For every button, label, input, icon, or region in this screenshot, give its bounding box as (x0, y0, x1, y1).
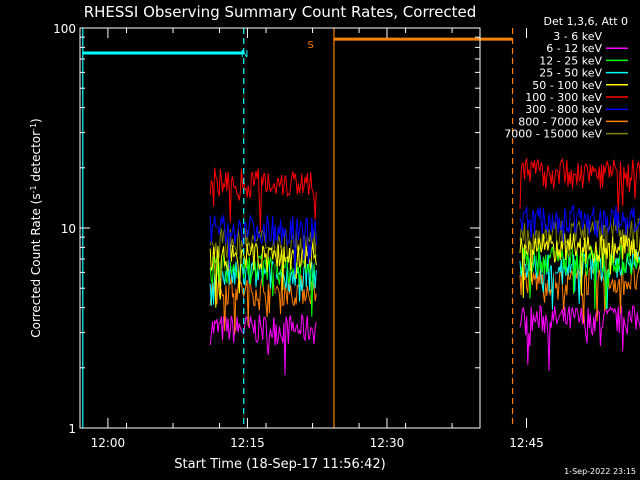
legend-label: 300 - 800 keV (525, 103, 602, 116)
series-trace (209, 157, 640, 232)
x-tick-label: 12:30 (370, 436, 405, 450)
x-tick-label: 12:00 (91, 436, 126, 450)
plot-traces (209, 157, 640, 376)
series-trace (209, 204, 640, 275)
y-tick-label: 10 (61, 222, 76, 236)
y-axis-label: Corrected Count Rate (s-1 detector-1) (29, 118, 44, 337)
legend-label: 25 - 50 keV (539, 67, 602, 80)
y-tick-label: 100 (53, 22, 76, 36)
x-tick-label: 12:15 (230, 436, 265, 450)
series-trace (209, 233, 640, 308)
chart-title: RHESSI Observing Summary Count Rates, Co… (84, 3, 477, 21)
series-trace-path (519, 304, 640, 371)
legend-label: 50 - 100 keV (532, 79, 602, 92)
series-trace-path (209, 241, 317, 308)
series-trace-path (519, 217, 640, 275)
annotation-label: N (241, 49, 248, 60)
series-trace-path (519, 264, 640, 324)
series-trace-path (209, 167, 317, 232)
series-trace-path (209, 214, 317, 275)
series-trace (209, 304, 640, 376)
x-axis-label: Start Time (18-Sep-17 11:56:42) (174, 457, 385, 472)
series-trace-path (519, 233, 640, 299)
annotation-label: S (308, 40, 314, 51)
series-trace-path (519, 204, 640, 243)
series-trace-path (519, 222, 640, 287)
series-trace-path (519, 251, 640, 310)
legend-label: 12 - 25 keV (539, 54, 602, 67)
y-axis: 1 10 100 (53, 22, 480, 436)
y-tick-label: 1 (68, 422, 76, 436)
series-trace-path (209, 314, 317, 376)
legend-label: 800 - 7000 keV (518, 115, 602, 128)
series-trace-path (209, 254, 317, 317)
legend-label: 3 - 6 keV (553, 30, 602, 43)
legend-title: Det 1,3,6, Att 0 (544, 15, 628, 28)
legend-label: 6 - 12 keV (546, 42, 602, 55)
x-tick-label: 12:45 (509, 436, 544, 450)
legend-label: 100 - 300 keV (525, 91, 602, 104)
legend-label: 7000 - 15000 keV (504, 128, 602, 141)
series-trace-path (519, 157, 640, 213)
footer-timestamp: 1-Sep-2022 23:15 (564, 467, 636, 476)
